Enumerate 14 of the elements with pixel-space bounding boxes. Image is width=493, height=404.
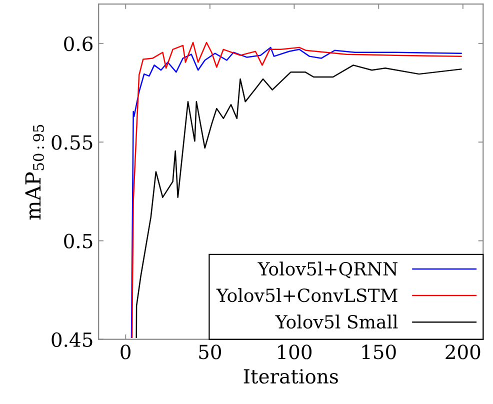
x-axis-title: Iterations — [244, 369, 338, 384]
x-tick-label: 100 — [278, 344, 312, 360]
legend-label: Yolov5l+ConvLSTM — [216, 288, 398, 302]
y-tick-label: 0.5 — [64, 234, 92, 248]
x-tick-label: 200 — [446, 344, 480, 360]
y-axis-title: mAP$_{50:95}$ — [25, 124, 44, 220]
y-tick-label: 0.45 — [52, 332, 92, 348]
x-tick-label: 150 — [362, 344, 396, 360]
y-tick-label: 0.6 — [64, 36, 93, 52]
y-tick-label: 0.55 — [52, 135, 92, 150]
legend-label: Yolov5l Small — [275, 314, 398, 329]
x-tick-label: 0 — [120, 344, 130, 360]
x-tick-label: 50 — [199, 344, 221, 360]
legend-label: Yolov5l+QRNN — [258, 262, 398, 278]
